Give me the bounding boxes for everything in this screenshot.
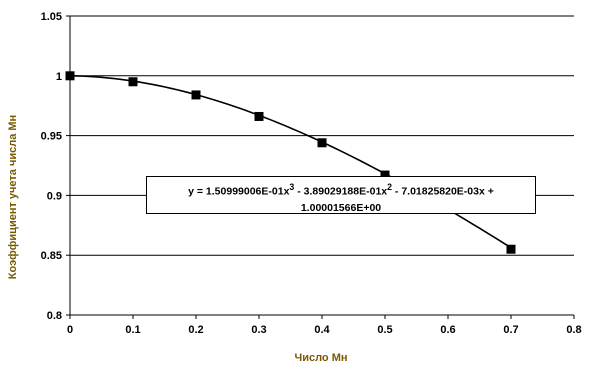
y-tick-label: 1.05: [41, 11, 62, 23]
grid-lines: [70, 15, 574, 316]
x-tick-label: 0.1: [125, 324, 140, 336]
trendline: [69, 74, 512, 249]
axes: [66, 15, 575, 319]
trendline-equation-box: y = 1.50999006E-01x3 - 3.89029188E-01x2 …: [146, 176, 536, 214]
equation-exponent-2: 2: [387, 182, 392, 192]
equation-line-1: y = 1.50999006E-01x3 - 3.89029188E-01x2 …: [147, 179, 535, 200]
data-point: [65, 71, 75, 81]
y-tick-label: 0.95: [41, 131, 62, 143]
x-tick-label: 0.2: [188, 324, 203, 336]
x-tick-label: 0.6: [440, 324, 455, 336]
data-point: [254, 111, 264, 121]
x-tick-labels: 0 0.1 0.2 0.3 0.4 0.5 0.6 0.7 0.8: [67, 324, 582, 336]
equation-part-b: - 3.89029188E-01x: [294, 185, 388, 198]
x-tick-label: 0.7: [503, 324, 518, 336]
data-points: [65, 71, 516, 254]
equation-line-2: 1.00001566E+00: [300, 201, 382, 214]
data-point: [380, 170, 390, 180]
x-tick-label: 0: [67, 324, 73, 336]
x-tick-label: 0.3: [251, 324, 266, 336]
x-tick-label: 0.4: [314, 324, 330, 336]
data-point: [317, 138, 327, 148]
data-point: [128, 77, 138, 87]
data-point: [191, 90, 201, 100]
y-tick-label: 1: [56, 71, 62, 83]
equation-part-a: y = 1.50999006E-01x: [188, 185, 290, 198]
y-tick-label: 0.8: [47, 310, 62, 322]
y-tick-labels: 0.8 0.85 0.9 0.95 1 1.05: [41, 11, 62, 322]
data-point: [506, 244, 516, 254]
x-axis-title: Число Мн: [294, 352, 347, 364]
y-axis-title: Коэффициент учета числа Мн: [7, 115, 19, 279]
y-tick-label: 0.85: [41, 250, 62, 262]
x-tick-label: 0.8: [566, 324, 581, 336]
equation-part-c: - 7.01825820E-03x +: [392, 185, 494, 198]
equation-exponent-3: 3: [289, 182, 295, 192]
y-tick-label: 0.9: [47, 190, 62, 202]
x-tick-label: 0.5: [377, 324, 392, 336]
